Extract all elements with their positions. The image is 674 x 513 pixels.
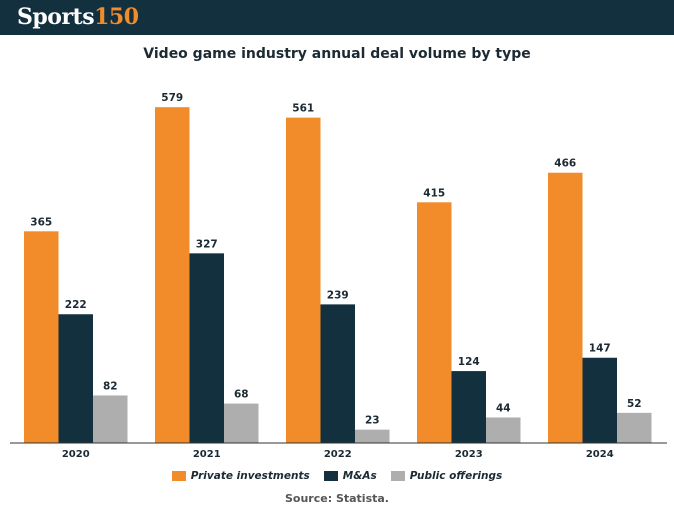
source-note: Source: Statista. bbox=[285, 492, 389, 505]
chart-title: Video game industry annual deal volume b… bbox=[143, 46, 531, 62]
legend-label-public: Public offerings bbox=[409, 470, 503, 482]
bar-ma-2021 bbox=[189, 253, 224, 443]
bar-public-2021 bbox=[224, 403, 259, 443]
legend-item-public: Public offerings bbox=[390, 470, 503, 482]
bar-public-2020 bbox=[93, 395, 128, 443]
legend-swatch-public bbox=[390, 471, 405, 481]
x-tick-label-2024: 2024 bbox=[586, 449, 614, 460]
bar-private-2021 bbox=[155, 107, 190, 444]
bar-public-2022 bbox=[355, 429, 390, 443]
data-label-private-2023: 415 bbox=[423, 187, 445, 199]
data-label-ma-2021: 327 bbox=[196, 238, 218, 250]
x-tick-label-2021: 2021 bbox=[193, 449, 221, 460]
logo-word: Sports bbox=[17, 4, 95, 30]
bar-public-2024 bbox=[617, 412, 652, 443]
data-label-ma-2022: 239 bbox=[327, 289, 349, 301]
x-tick-label-2022: 2022 bbox=[324, 449, 352, 460]
data-label-private-2022: 561 bbox=[292, 103, 314, 115]
bar-public-2023 bbox=[486, 417, 521, 443]
bar-ma-2022 bbox=[320, 304, 355, 443]
data-label-public-2022: 23 bbox=[365, 415, 380, 427]
logo-number: 150 bbox=[94, 4, 139, 30]
bar-ma-2020 bbox=[58, 314, 93, 443]
data-label-ma-2024: 147 bbox=[589, 343, 611, 355]
data-label-public-2024: 52 bbox=[627, 398, 642, 410]
data-label-ma-2020: 222 bbox=[65, 299, 87, 311]
data-label-private-2021: 579 bbox=[161, 92, 183, 104]
data-label-private-2020: 365 bbox=[30, 216, 52, 228]
legend-swatch-ma bbox=[323, 471, 338, 481]
bar-private-2020 bbox=[24, 231, 59, 443]
legend-item-private: Private investments bbox=[171, 470, 310, 482]
legend-label-private: Private investments bbox=[190, 470, 310, 482]
bar-ma-2024 bbox=[582, 357, 617, 443]
brand-header: Sports150 bbox=[0, 0, 674, 35]
data-label-private-2024: 466 bbox=[554, 158, 576, 170]
bar-ma-2023 bbox=[451, 371, 486, 443]
chart-legend: Private investments M&As Public offering… bbox=[0, 470, 674, 482]
legend-label-ma: M&As bbox=[342, 470, 377, 482]
x-tick-label-2023: 2023 bbox=[455, 449, 483, 460]
bar-private-2022 bbox=[286, 117, 321, 444]
legend-swatch-private bbox=[171, 471, 186, 481]
sports150-logo[interactable]: Sports150 bbox=[17, 3, 139, 31]
data-label-ma-2023: 124 bbox=[458, 356, 480, 368]
bar-private-2023 bbox=[417, 202, 452, 443]
data-label-public-2020: 82 bbox=[103, 380, 118, 392]
data-label-public-2021: 68 bbox=[234, 389, 249, 401]
x-tick-label-2020: 2020 bbox=[62, 449, 90, 460]
legend-item-ma: M&As bbox=[323, 470, 377, 482]
bar-private-2024 bbox=[548, 172, 583, 443]
data-label-public-2023: 44 bbox=[496, 402, 511, 414]
